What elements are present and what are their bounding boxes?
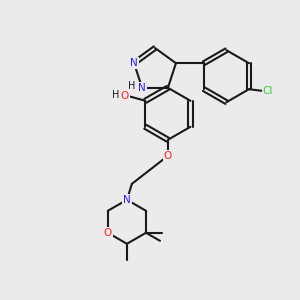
Text: Cl: Cl [263, 86, 273, 96]
Text: H: H [128, 81, 136, 91]
Text: H: H [112, 90, 119, 100]
Text: N: N [138, 83, 146, 93]
Text: N: N [123, 195, 131, 205]
Text: O: O [104, 228, 112, 238]
Text: N: N [130, 58, 138, 68]
Text: O: O [120, 91, 128, 101]
Text: O: O [164, 151, 172, 161]
